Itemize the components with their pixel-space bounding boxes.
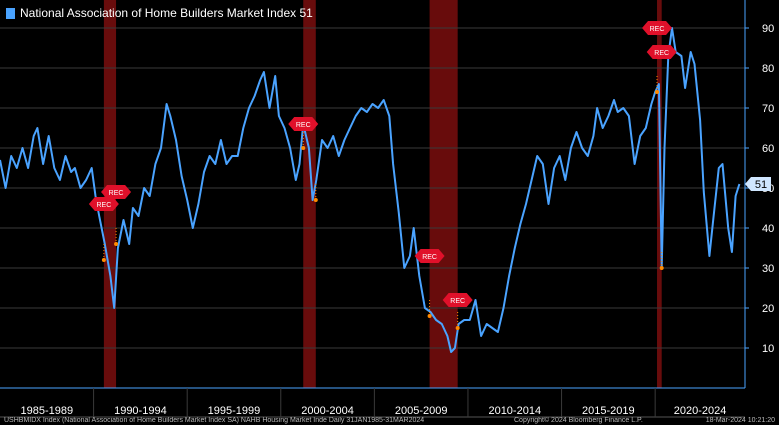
marker-dot-2: [301, 146, 306, 150]
x-period-label-0: 1985-1989: [20, 405, 73, 417]
rec-flag-shape-6: [646, 45, 677, 59]
gridlines: [0, 27, 745, 349]
rec-flag-text-4: REC: [450, 298, 465, 305]
series-line: [0, 27, 741, 353]
rec-flag-0: REC: [88, 197, 119, 211]
chart-legend: National Association of Home Builders Ma…: [6, 6, 313, 20]
legend-label: National Association of Home Builders Ma…: [20, 6, 297, 20]
legend-swatch: [6, 7, 15, 19]
x-period-label-3: 2000-2004: [301, 405, 354, 417]
rec-flag-6: REC: [646, 45, 677, 59]
y-tick-label-40: 40: [762, 223, 774, 235]
rec-flag-1: REC: [101, 185, 132, 199]
rec-flag-text-2: REC: [296, 122, 311, 129]
rec-flag-text-0: REC: [96, 202, 111, 209]
x-period-label-6: 2015-2019: [582, 405, 635, 417]
rec-flag-2: REC: [288, 117, 319, 131]
footer-timestamp: 18-Mar-2024 10:21:20: [705, 417, 775, 424]
recession-flags: REC REC REC REC REC REC REC: [88, 21, 677, 307]
rec-flag-text-6: REC: [654, 50, 669, 57]
marker-dot-5: [455, 326, 460, 330]
last-value-label: 51: [755, 179, 767, 191]
recession-bands: [103, 0, 662, 388]
footer-copyright: Copyright© 2024 Bloomberg Finance L.P.: [514, 417, 643, 424]
x-period-label-5: 2010-2014: [488, 405, 541, 417]
marker-dot-6: [655, 90, 660, 94]
rec-flag-5: REC: [642, 21, 673, 35]
marker-dot-7: [659, 266, 664, 270]
rec-flag-shape-4: [442, 293, 473, 307]
x-period-label-7: 2020-2024: [674, 405, 727, 417]
rec-flag-shape-3: [414, 249, 445, 263]
last-value-tag: 51: [745, 177, 771, 191]
marker-dot-4: [427, 314, 432, 318]
rec-flag-text-5: REC: [650, 26, 665, 33]
recession-markers: [101, 74, 664, 330]
y-tick-label-80: 80: [762, 63, 774, 75]
y-tick-label-90: 90: [762, 23, 774, 35]
last-value-box: [745, 177, 771, 191]
marker-dot-3: [313, 198, 318, 202]
y-tick-label-10: 10: [762, 343, 774, 355]
marker-dot-1: [114, 242, 119, 246]
rec-flag-shape-0: [88, 197, 119, 211]
rec-flag-4: REC: [442, 293, 473, 307]
rec-flag-shape-2: [288, 117, 319, 131]
recession-band-3: [657, 0, 662, 388]
legend-value: 51: [299, 6, 313, 20]
rec-flag-shape-1: [101, 185, 132, 199]
recession-band-1: [303, 0, 316, 388]
x-axis: 1985-1989 1990-1994 1995-1999 2000-2004 2005…: [0, 387, 745, 418]
y-tick-label-60: 60: [762, 143, 774, 155]
rec-flag-text-1: REC: [109, 190, 124, 197]
rec-flag-text-3: REC: [422, 254, 437, 261]
rec-flag-3: REC: [414, 249, 445, 263]
footer: USHBMIDX Index (National Association of …: [4, 417, 775, 425]
series-group: [0, 27, 741, 353]
x-period-label-2: 1995-1999: [208, 405, 261, 417]
y-axis: 102030405060708090: [744, 0, 774, 388]
y-tick-label-30: 30: [762, 263, 774, 275]
rec-flag-shape-5: [642, 21, 673, 35]
x-period-label-4: 2005-2009: [395, 405, 448, 417]
y-tick-label-70: 70: [762, 103, 774, 115]
x-period-label-1: 1990-1994: [114, 405, 167, 417]
footer-source: USHBMIDX Index (National Association of …: [4, 417, 425, 424]
y-tick-label-20: 20: [762, 303, 774, 315]
recession-band-2: [429, 0, 458, 388]
marker-dot-0: [101, 258, 106, 262]
